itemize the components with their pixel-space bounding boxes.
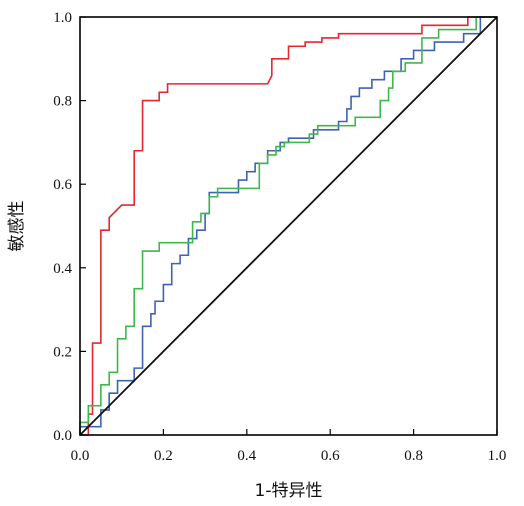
y-axis-ticks: 0.0 0.2 0.4 0.6 0.8 1.0 — [53, 10, 86, 444]
x-tick-label: 0.8 — [404, 448, 423, 464]
plot-frame — [79, 16, 498, 436]
x-tick-label: 0.4 — [237, 448, 256, 464]
y-tick-label: 0.0 — [53, 428, 72, 444]
x-tick-label: 0.0 — [71, 448, 90, 464]
x-axis-ticks: 0.0 0.2 0.4 0.6 0.8 1.0 — [71, 429, 507, 464]
x-tick-label: 0.6 — [321, 448, 340, 464]
y-tick-label: 0.2 — [53, 344, 72, 360]
series-line-1 — [80, 16, 497, 436]
y-tick-label: 0.8 — [53, 94, 72, 110]
series-line-2 — [79, 16, 497, 435]
series-line-3 — [79, 16, 497, 435]
plot-lines — [79, 16, 498, 436]
x-tick-label: 0.2 — [154, 448, 173, 464]
y-tick-label: 0.4 — [53, 261, 72, 277]
y-axis-title: 敏感性 — [7, 201, 27, 252]
y-tick-label: 0.6 — [53, 177, 72, 193]
y-tick-label: 1.0 — [53, 10, 72, 26]
series-line-4 — [79, 16, 498, 436]
x-tick-label: 1.0 — [488, 448, 507, 464]
x-axis-title: 1-特异性 — [255, 481, 323, 501]
